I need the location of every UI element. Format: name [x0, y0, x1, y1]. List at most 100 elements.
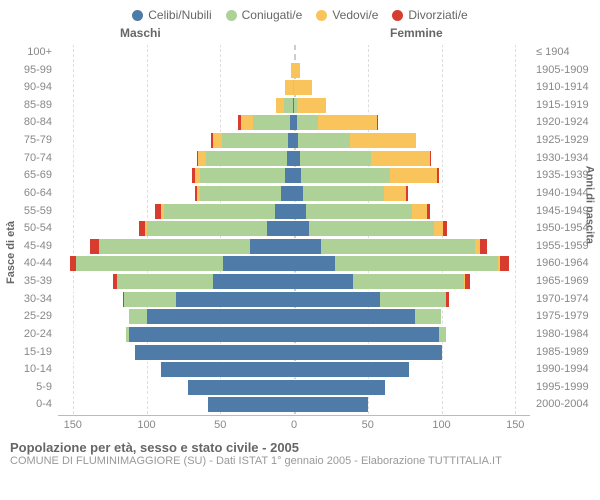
female-bar: [294, 239, 487, 254]
age-label: 100+: [2, 45, 58, 60]
bar-segment: [427, 204, 430, 219]
legend-swatch: [132, 10, 143, 21]
bar-segment: [147, 309, 295, 324]
bar-segment: [294, 221, 309, 236]
bar-segment: [306, 204, 412, 219]
female-bar: [294, 151, 431, 166]
bar-segment: [208, 397, 294, 412]
bar-segment: [294, 186, 303, 201]
year-label: 1995-1999: [530, 380, 598, 395]
bar-segment: [276, 98, 283, 113]
year-label: 1950-1954: [530, 221, 598, 236]
bar-segment: [294, 345, 442, 360]
female-bar: [294, 133, 416, 148]
legend-label: Celibi/Nubili: [148, 8, 211, 22]
bar-segment: [213, 274, 294, 289]
bar-segment: [99, 239, 249, 254]
bar-segment: [294, 309, 415, 324]
bar-segment: [90, 239, 99, 254]
x-tick: 50: [214, 419, 226, 431]
age-label: 45-49: [2, 239, 58, 254]
bar-segment: [303, 186, 384, 201]
year-label: 1975-1979: [530, 309, 598, 324]
chart-title: Popolazione per età, sesso e stato civil…: [10, 440, 590, 455]
male-bar: [90, 239, 294, 254]
age-label: 30-34: [2, 292, 58, 307]
male-bar: [129, 309, 294, 324]
legend-label: Divorziati/e: [408, 8, 467, 22]
female-bar: [294, 168, 439, 183]
bar-segment: [309, 221, 434, 236]
chart-subtitle: COMUNE DI FLUMINIMAGGIORE (SU) - Dati IS…: [10, 455, 590, 467]
female-header: Femmine: [390, 26, 443, 40]
bar-segment: [294, 397, 368, 412]
legend-item: Celibi/Nubili: [132, 8, 211, 22]
male-bar: [139, 221, 294, 236]
female-bar: [294, 186, 408, 201]
bar-segment: [465, 274, 469, 289]
bar-segment: [430, 151, 431, 166]
bar-segment: [437, 168, 438, 183]
age-label: 75-79: [2, 133, 58, 148]
bar-segment: [284, 98, 293, 113]
bar-segment: [294, 292, 380, 307]
female-bar: [294, 274, 470, 289]
bar-segment: [294, 168, 301, 183]
bar-segment: [439, 327, 446, 342]
year-label: 1910-1914: [530, 80, 598, 95]
male-bar: [211, 133, 294, 148]
age-row: 100+≤ 1904: [58, 44, 530, 63]
male-bar: [123, 292, 294, 307]
x-tick: 0: [291, 419, 297, 431]
bar-segment: [412, 204, 427, 219]
female-bar: [294, 345, 442, 360]
bar-segment: [500, 256, 509, 271]
year-label: 1920-1924: [530, 115, 598, 130]
bar-segment: [129, 309, 147, 324]
female-bar: [294, 362, 409, 377]
male-bar: [195, 186, 294, 201]
age-label: 10-14: [2, 362, 58, 377]
population-pyramid: 100+≤ 190495-991905-190990-941910-191485…: [58, 44, 530, 434]
bar-segment: [275, 204, 294, 219]
age-row: 0-42000-2004: [58, 396, 530, 415]
male-bar: [126, 327, 294, 342]
bar-segment: [294, 274, 353, 289]
male-bar: [113, 274, 294, 289]
male-header: Maschi: [120, 26, 161, 40]
x-tick: 100: [432, 419, 450, 431]
female-bar: [294, 80, 312, 95]
year-label: 1945-1949: [530, 204, 598, 219]
female-bar: [294, 63, 300, 78]
bar-segment: [188, 380, 294, 395]
year-label: 1935-1939: [530, 168, 598, 183]
bar-segment: [377, 115, 378, 130]
bar-segment: [390, 168, 437, 183]
legend-item: Divorziati/e: [392, 8, 467, 22]
bar-segment: [298, 133, 350, 148]
legend-item: Vedovi/e: [316, 8, 378, 22]
age-row: 70-741930-1934: [58, 150, 530, 169]
bar-segment: [353, 274, 464, 289]
legend-swatch: [316, 10, 327, 21]
female-bar: [294, 256, 509, 271]
year-label: 1985-1989: [530, 345, 598, 360]
legend-swatch: [392, 10, 403, 21]
age-row: 25-291975-1979: [58, 308, 530, 327]
bar-segment: [294, 239, 321, 254]
bar-segment: [434, 221, 443, 236]
age-label: 0-4: [2, 397, 58, 412]
bar-segment: [223, 256, 294, 271]
bar-segment: [384, 186, 406, 201]
bar-segment: [318, 115, 377, 130]
column-headers: Maschi Femmine: [0, 26, 600, 44]
year-label: 1965-1969: [530, 274, 598, 289]
age-label: 5-9: [2, 380, 58, 395]
bar-segment: [161, 362, 294, 377]
age-label: 25-29: [2, 309, 58, 324]
bar-segment: [301, 168, 390, 183]
bar-segment: [294, 256, 335, 271]
age-label: 65-69: [2, 168, 58, 183]
bar-segment: [294, 80, 312, 95]
bar-segment: [287, 151, 294, 166]
